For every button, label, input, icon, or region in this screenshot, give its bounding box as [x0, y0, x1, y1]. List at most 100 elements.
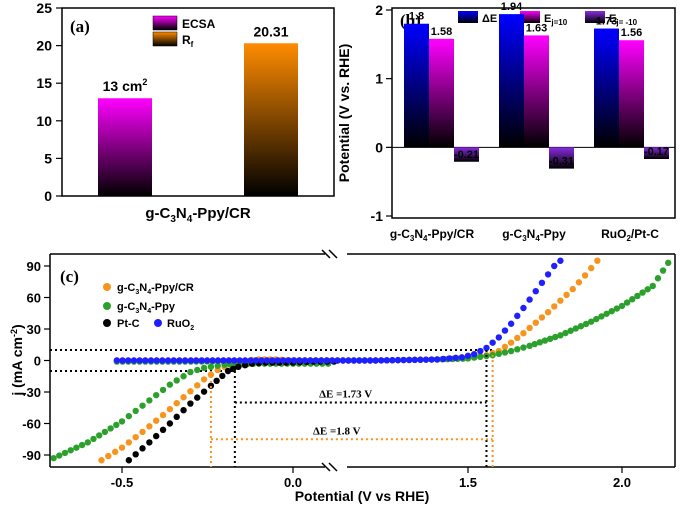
legend-dot-ruo2 — [154, 319, 162, 327]
data-point — [207, 363, 215, 370]
panel-a-frame — [61, 7, 335, 197]
data-point — [551, 262, 558, 270]
legend-label-gc3n4-ppy-cr: g-C3N4-Ppy/CR — [117, 282, 194, 296]
data-label-rf: 20.31 — [253, 23, 288, 39]
panel-c-label: (c) — [60, 267, 79, 286]
data-point — [562, 329, 569, 337]
data-point — [613, 305, 621, 312]
data-point — [209, 357, 216, 364]
panel-a-x-label: g-C3N4-Ppy/CR — [145, 205, 250, 225]
panel-b-ytick-label: 2 — [375, 2, 383, 18]
data-point — [180, 407, 187, 414]
data-point — [181, 357, 189, 364]
data-point — [417, 356, 424, 363]
data-point — [194, 382, 201, 389]
data-point — [153, 417, 160, 424]
bar-ejm10-group-0 — [454, 147, 479, 162]
legend-swatch-rf — [152, 31, 178, 47]
data-point — [159, 386, 167, 394]
data-point — [557, 332, 564, 339]
bar-ej10-group-1 — [524, 35, 549, 148]
data-point — [132, 407, 139, 415]
bar-ej10-group-2 — [619, 40, 644, 148]
data-point — [101, 428, 109, 436]
data-point — [577, 323, 585, 330]
legend-label-ej10: Ej=10 — [544, 13, 568, 27]
data-point — [629, 296, 636, 303]
data-point — [139, 428, 146, 436]
bar-ecsa — [98, 98, 152, 196]
data-point — [477, 347, 484, 355]
data-point — [263, 357, 271, 364]
data-point — [520, 330, 527, 337]
data-point — [180, 373, 187, 380]
data-point — [113, 421, 120, 429]
panel-b-cat-2: RuO2/Pt-C — [601, 227, 659, 243]
legend-label-rf: Rf — [182, 33, 194, 49]
data-label-de-group-2: 1.73 — [596, 16, 617, 28]
panel-a-ytick-label: 20 — [36, 38, 52, 54]
legend-dot-ptc — [103, 319, 111, 327]
delta-e-annotations — [209, 350, 494, 467]
data-point — [536, 339, 544, 346]
panel-a-ytick-label: 25 — [36, 0, 52, 16]
data-point — [339, 357, 347, 364]
legend-label-ruo2: RuO2 — [167, 318, 194, 332]
data-point — [507, 320, 515, 327]
panel-a-ytick-label: 15 — [36, 75, 52, 91]
bar-ejm10-group-2 — [644, 147, 669, 160]
data-point — [520, 344, 527, 351]
data-point — [78, 441, 86, 449]
data-point — [274, 357, 281, 364]
panel-c-ytick-label: -90 — [22, 448, 41, 463]
data-point — [194, 394, 201, 401]
data-point — [285, 357, 292, 364]
data-point — [654, 275, 662, 282]
data-point — [301, 357, 309, 364]
panel-c: (c) j (mA cm-2) Potential (V vs RHE) 90 6… — [9, 249, 676, 504]
panel-c-ytick-label: -30 — [22, 385, 41, 400]
data-point — [132, 433, 139, 441]
data-point — [236, 357, 243, 364]
data-point — [118, 444, 126, 451]
panel-b-ytick-label: 1 — [375, 71, 383, 87]
data-point — [495, 334, 502, 341]
data-point — [176, 357, 183, 364]
data-point — [125, 357, 132, 364]
data-point — [98, 457, 105, 464]
data-point — [90, 435, 97, 443]
panel-b-y-label: Potential (V vs. RHE) — [336, 44, 352, 182]
data-point — [231, 357, 238, 364]
data-point — [207, 371, 215, 378]
annotation-delta-e-173: ΔE =1.73 V — [319, 389, 372, 401]
data-point — [280, 357, 287, 364]
data-label-de-group-0: 1.8 — [409, 11, 424, 23]
data-label-de-group-1: 1.94 — [501, 1, 523, 13]
annotation-delta-e-18: ΔE =1.8 V — [313, 425, 361, 437]
panel-c-ytick-label: -60 — [22, 417, 41, 432]
data-point — [73, 444, 80, 451]
data-point — [526, 296, 533, 303]
data-point — [224, 367, 232, 375]
data-point — [598, 313, 605, 320]
data-point — [187, 368, 194, 376]
data-point — [406, 356, 413, 364]
data-point — [544, 271, 552, 278]
data-point — [608, 307, 615, 315]
panel-c-xtick-label: -0.5 — [111, 475, 133, 490]
data-point — [214, 357, 222, 364]
data-point — [219, 372, 226, 380]
data-label-ej10-group-0: 1.58 — [431, 26, 452, 38]
data-point — [507, 339, 515, 346]
data-point — [194, 366, 201, 374]
data-point — [200, 388, 208, 395]
data-point — [532, 319, 539, 326]
data-point — [132, 451, 139, 458]
legend-swatch-de — [458, 11, 478, 23]
data-point — [514, 346, 521, 353]
data-point — [366, 357, 374, 364]
panel-c-ytick-label: 0 — [34, 354, 41, 369]
data-point — [296, 357, 303, 364]
